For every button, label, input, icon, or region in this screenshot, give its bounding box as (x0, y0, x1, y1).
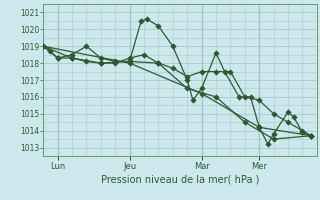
X-axis label: Pression niveau de la mer( hPa ): Pression niveau de la mer( hPa ) (101, 175, 259, 185)
